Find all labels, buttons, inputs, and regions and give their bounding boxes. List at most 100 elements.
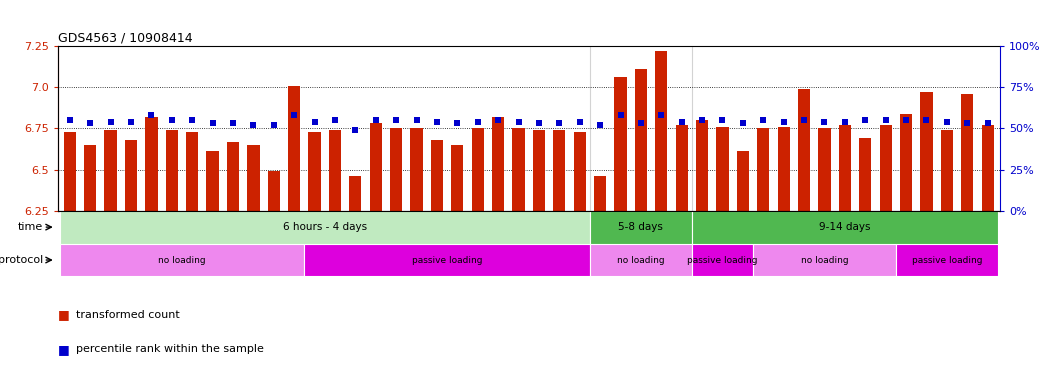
Point xyxy=(856,117,873,123)
Point xyxy=(979,120,996,126)
Bar xyxy=(655,51,667,211)
Text: transformed count: transformed count xyxy=(76,310,180,320)
Point xyxy=(245,122,262,128)
Bar xyxy=(860,138,871,211)
Point xyxy=(184,117,201,123)
Bar xyxy=(309,132,320,211)
Bar xyxy=(692,211,998,243)
Point xyxy=(490,117,507,123)
Point xyxy=(918,117,935,123)
Point xyxy=(714,117,731,123)
Bar xyxy=(60,211,589,243)
Text: passive loading: passive loading xyxy=(687,255,758,265)
Point xyxy=(673,119,690,125)
Text: 6 hours - 4 days: 6 hours - 4 days xyxy=(283,222,366,232)
Text: ■: ■ xyxy=(58,308,69,321)
Point xyxy=(653,112,670,118)
Bar xyxy=(716,127,729,211)
Bar xyxy=(553,130,565,211)
Bar xyxy=(268,171,280,211)
Bar xyxy=(186,132,198,211)
Point xyxy=(286,112,303,118)
Bar xyxy=(391,128,402,211)
Text: no loading: no loading xyxy=(617,255,665,265)
Point xyxy=(531,120,548,126)
Text: GDS4563 / 10908414: GDS4563 / 10908414 xyxy=(58,32,193,45)
Text: ■: ■ xyxy=(58,343,69,356)
Point xyxy=(755,117,772,123)
Bar xyxy=(84,145,96,211)
Point xyxy=(776,119,793,125)
Text: time: time xyxy=(18,222,44,232)
Bar xyxy=(227,142,239,211)
Bar xyxy=(589,243,692,276)
Bar xyxy=(753,243,896,276)
Bar xyxy=(696,120,708,211)
Point xyxy=(897,117,914,123)
Bar xyxy=(778,127,789,211)
Text: no loading: no loading xyxy=(158,255,206,265)
Bar xyxy=(615,77,627,211)
Point xyxy=(694,117,711,123)
Bar xyxy=(589,211,692,243)
Bar xyxy=(675,125,688,211)
Bar xyxy=(247,145,260,211)
Point xyxy=(959,120,976,126)
Bar xyxy=(896,243,998,276)
Point xyxy=(367,117,384,123)
Bar xyxy=(329,130,341,211)
Point xyxy=(877,117,894,123)
Point xyxy=(347,127,363,133)
Point xyxy=(143,112,160,118)
Bar xyxy=(533,130,545,211)
Text: passive loading: passive loading xyxy=(411,255,483,265)
Point xyxy=(122,119,139,125)
Point xyxy=(265,122,282,128)
Bar xyxy=(634,69,647,211)
Bar xyxy=(737,151,749,211)
Bar xyxy=(961,94,974,211)
Point xyxy=(225,120,242,126)
Bar xyxy=(900,114,912,211)
Bar xyxy=(798,89,810,211)
Bar xyxy=(64,132,76,211)
Bar xyxy=(692,243,753,276)
Bar xyxy=(165,130,178,211)
Bar xyxy=(350,176,361,211)
Bar xyxy=(757,128,770,211)
Point xyxy=(306,119,322,125)
Bar xyxy=(305,243,589,276)
Text: 9-14 days: 9-14 days xyxy=(819,222,871,232)
Point xyxy=(428,119,445,125)
Point xyxy=(387,117,404,123)
Point xyxy=(816,119,832,125)
Point xyxy=(163,117,180,123)
Bar xyxy=(512,128,525,211)
Point xyxy=(510,119,527,125)
Bar xyxy=(594,176,606,211)
Bar xyxy=(410,128,423,211)
Bar xyxy=(206,151,219,211)
Bar xyxy=(879,125,892,211)
Bar xyxy=(981,125,994,211)
Bar xyxy=(288,86,300,211)
Point xyxy=(572,119,588,125)
Bar xyxy=(125,140,137,211)
Bar xyxy=(819,128,830,211)
Bar xyxy=(451,145,464,211)
Point xyxy=(837,119,853,125)
Point xyxy=(796,117,812,123)
Bar xyxy=(370,123,382,211)
Bar xyxy=(105,130,116,211)
Point xyxy=(469,119,486,125)
Point xyxy=(62,117,79,123)
Point xyxy=(408,117,425,123)
Point xyxy=(632,120,649,126)
Bar xyxy=(430,140,443,211)
Bar xyxy=(920,92,933,211)
Bar xyxy=(60,243,305,276)
Bar xyxy=(941,130,953,211)
Point xyxy=(551,120,567,126)
Bar xyxy=(146,117,157,211)
Bar xyxy=(574,132,586,211)
